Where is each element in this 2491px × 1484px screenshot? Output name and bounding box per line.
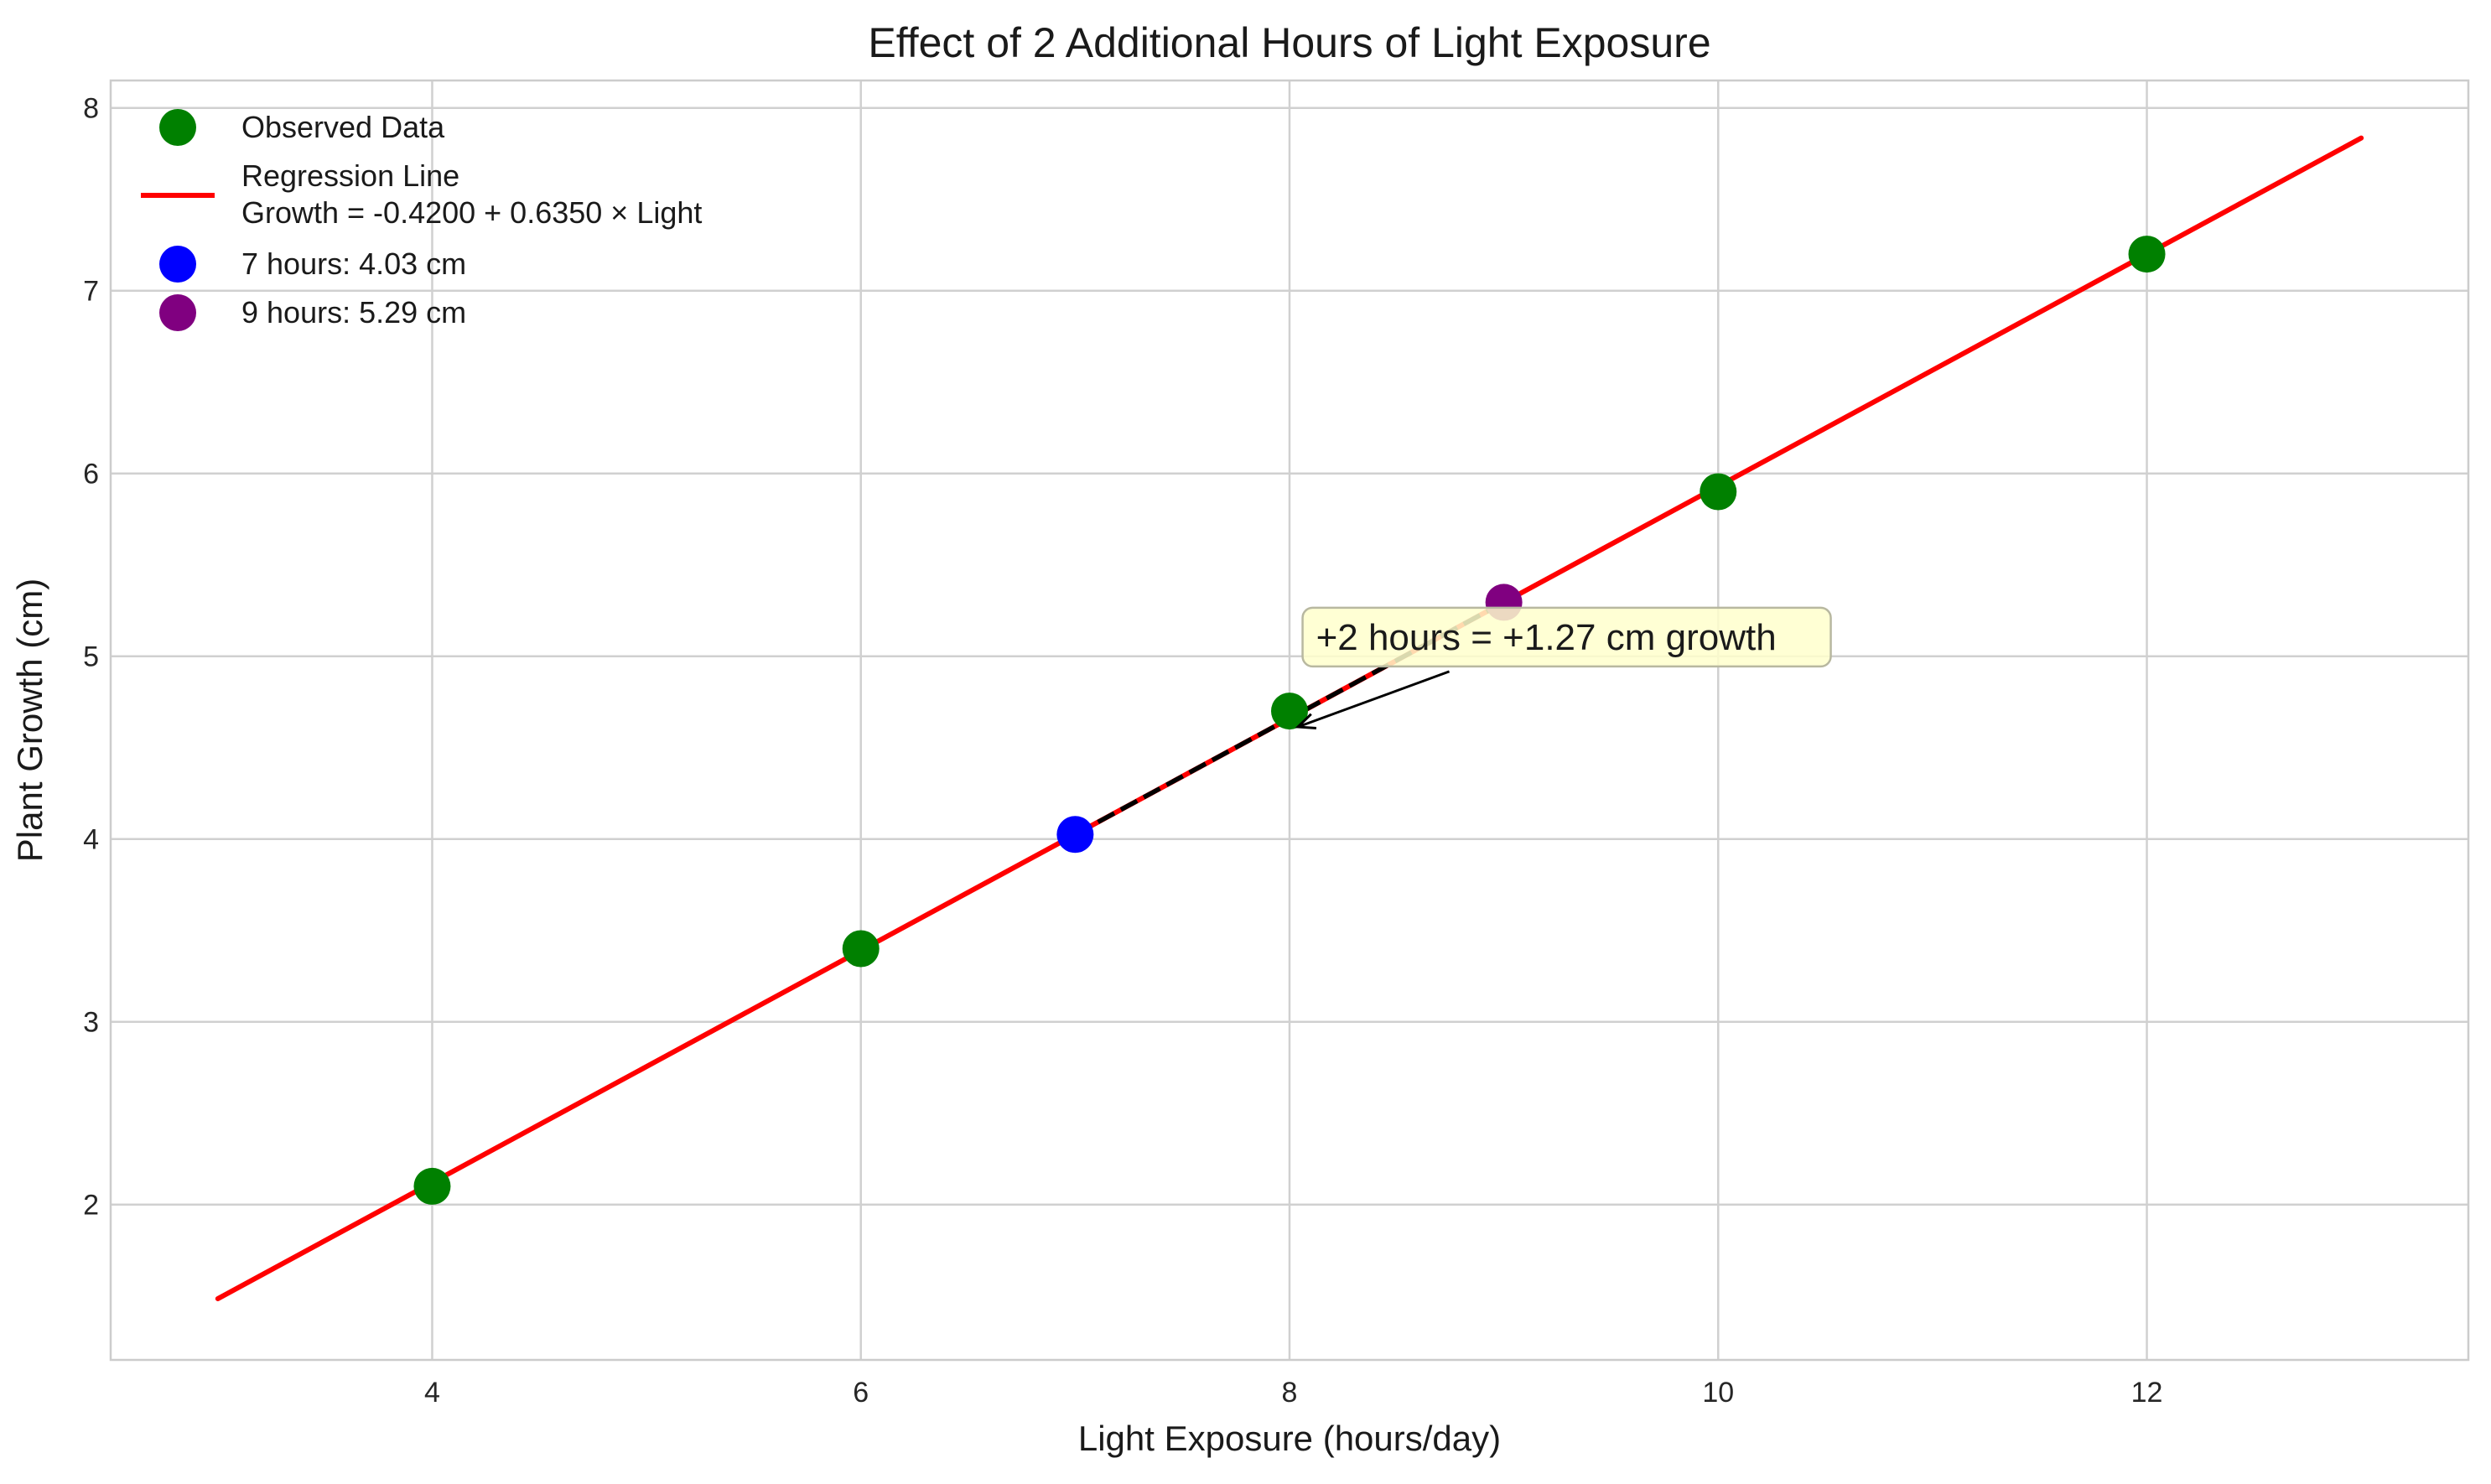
ticks: 4 6 8 10 12 2 3 4 5 6 7 8 bbox=[83, 93, 2162, 1409]
y-tick-label: 5 bbox=[83, 641, 99, 673]
annotation-text: +2 hours = +1.27 cm growth bbox=[1316, 617, 1777, 658]
x-tick-label: 6 bbox=[853, 1377, 869, 1409]
legend-label-nine-hours: 9 hours: 5.29 cm bbox=[241, 295, 466, 329]
annotation: +2 hours = +1.27 cm growth bbox=[1295, 606, 1832, 730]
y-tick-label: 8 bbox=[83, 93, 99, 125]
x-tick-label: 4 bbox=[424, 1377, 440, 1409]
annotation-box bbox=[1301, 606, 1832, 668]
legend-label-observed: Observed Data bbox=[241, 110, 445, 144]
annotation-arrow bbox=[1297, 670, 1450, 729]
annotation-arrowhead bbox=[1295, 713, 1317, 730]
seven-hours-point bbox=[1056, 816, 1094, 854]
y-tick-label: 6 bbox=[83, 459, 99, 490]
y-tick-label: 4 bbox=[83, 824, 99, 856]
plot-frame bbox=[109, 79, 2470, 1362]
y-axis-title: Plant Growth (cm) bbox=[10, 579, 49, 862]
legend-marker-nine-hours bbox=[159, 294, 196, 331]
observed-data-point bbox=[1271, 693, 1308, 730]
y-tick-label: 3 bbox=[83, 1007, 99, 1039]
y-tick-label: 2 bbox=[83, 1190, 99, 1222]
observed-data-point bbox=[413, 1167, 451, 1205]
legend-label-regression-equation: Growth = -0.4200 + 0.6350 × Light bbox=[241, 195, 702, 230]
x-tick-label: 8 bbox=[1282, 1377, 1298, 1409]
observed-data-point bbox=[1700, 473, 1737, 511]
legend-marker-observed bbox=[159, 109, 196, 146]
observed-data-point bbox=[842, 930, 880, 968]
chart-title: Effect of 2 Additional Hours of Light Ex… bbox=[868, 19, 1710, 66]
x-tick-label: 12 bbox=[2131, 1377, 2163, 1409]
x-axis-title: Light Exposure (hours/day) bbox=[1078, 1419, 1501, 1458]
observed-data-point bbox=[2128, 236, 2166, 273]
x-tick-label: 10 bbox=[1702, 1377, 1734, 1409]
y-tick-label: 7 bbox=[83, 276, 99, 308]
legend-label-regression: Regression Line bbox=[241, 158, 459, 193]
legend-label-seven-hours: 7 hours: 4.03 cm bbox=[241, 246, 466, 281]
legend-marker-seven-hours bbox=[159, 246, 196, 283]
